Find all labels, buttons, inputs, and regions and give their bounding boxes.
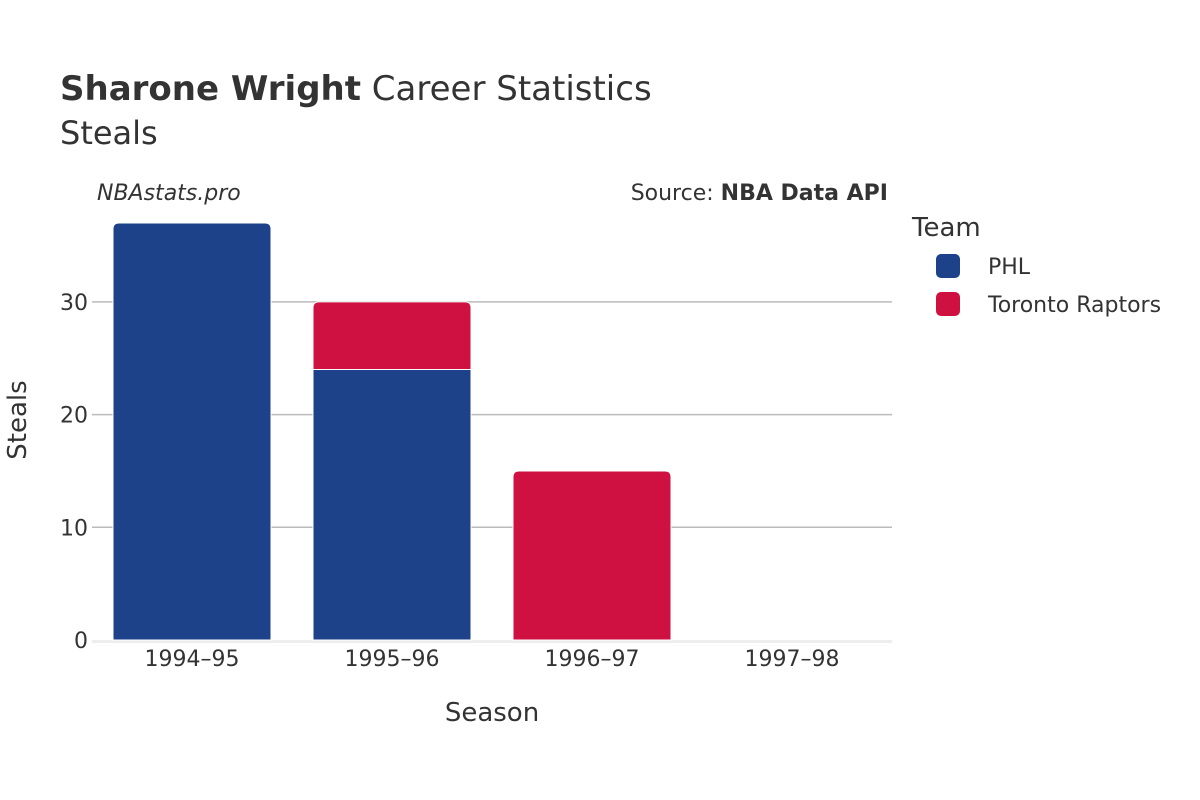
y-axis-title: Steals xyxy=(3,380,33,459)
source-name: NBA Data API xyxy=(721,181,888,206)
chart-title-player: Sharone Wright xyxy=(60,69,361,109)
legend-label-toronto-raptors: Toronto Raptors xyxy=(987,293,1161,318)
y-axis-ticks: 0 10 20 30 xyxy=(60,291,88,654)
legend-swatch-toronto-raptors xyxy=(936,292,960,316)
watermark: NBAstats.pro xyxy=(97,181,241,206)
chart-title-rest: Career Statistics xyxy=(361,69,652,109)
x-tick-label: 1995–96 xyxy=(345,647,440,672)
y-tick-label: 0 xyxy=(74,629,88,654)
legend-label-phl: PHL xyxy=(988,255,1031,280)
chart-title: Sharone Wright Career Statistics xyxy=(60,69,652,109)
bar-toronto-raptors-1995-96 xyxy=(312,301,472,371)
legend: PHL Toronto Raptors xyxy=(936,254,1161,318)
x-tick-label: 1994–95 xyxy=(145,647,240,672)
x-axis-ticks: 1994–95 1995–96 1996–97 1997–98 xyxy=(145,647,840,672)
chart-subtitle: Steals xyxy=(60,114,158,152)
x-tick-label: 1997–98 xyxy=(745,647,840,672)
source-credit: Source: NBA Data API xyxy=(631,181,888,206)
legend-title: Team xyxy=(911,213,981,243)
source-prefix: Source: xyxy=(631,181,721,206)
bars xyxy=(112,222,672,641)
x-axis-title: Season xyxy=(445,698,539,728)
y-tick-label: 30 xyxy=(60,291,88,316)
bar-phl-1994-95 xyxy=(112,222,272,641)
y-tick-label: 10 xyxy=(60,516,88,541)
bar-toronto-raptors-1996-97 xyxy=(512,470,672,641)
y-tick-label: 20 xyxy=(60,404,88,429)
x-tick-label: 1996–97 xyxy=(545,647,640,672)
legend-swatch-phl xyxy=(936,254,960,278)
bar-phl-1995-96 xyxy=(312,369,472,641)
